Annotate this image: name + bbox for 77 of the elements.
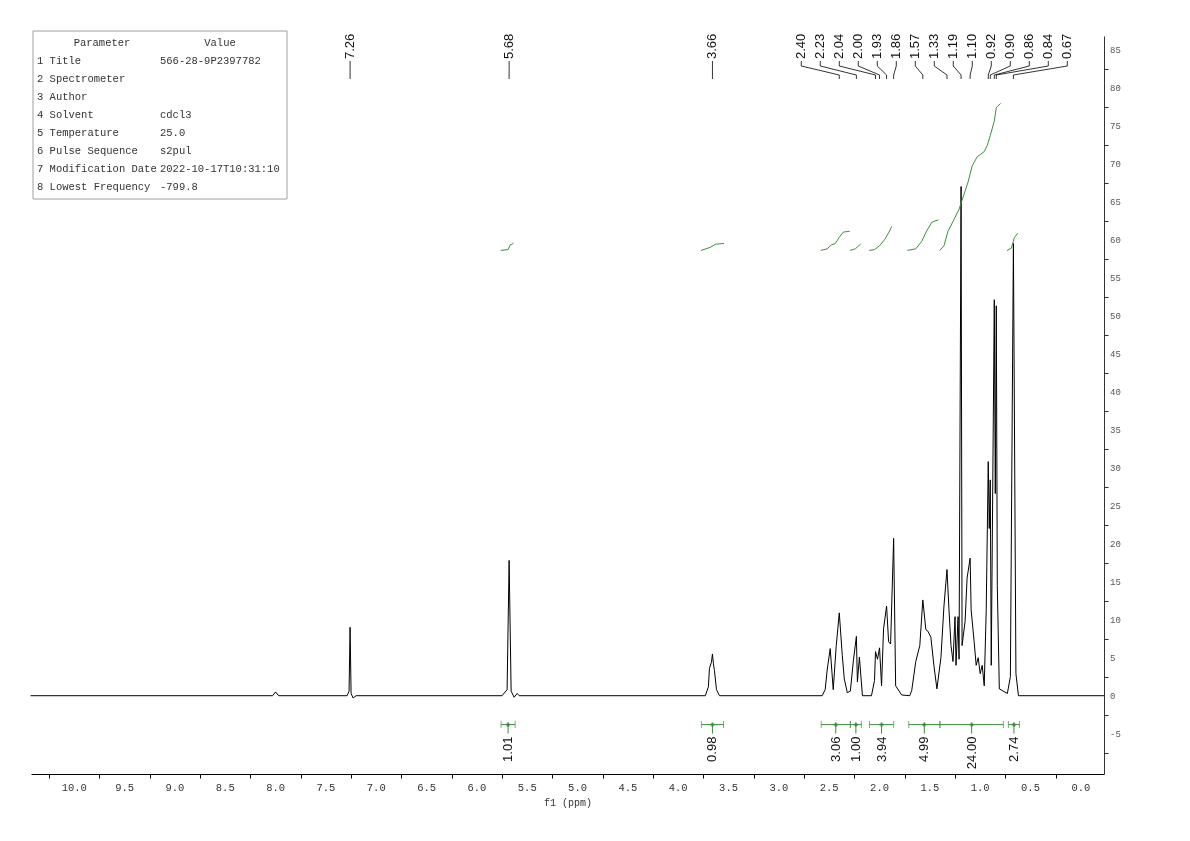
annotation: 1.33 bbox=[926, 33, 942, 59]
text: Parameter Value bbox=[73, 37, 236, 49]
y-tick-label: 60 bbox=[1110, 235, 1121, 246]
annotation: 4.99 bbox=[916, 736, 932, 762]
annotation: 3.66 bbox=[704, 33, 720, 59]
x-tick-label: 1.5 bbox=[920, 782, 940, 794]
x-tick-label: 6.0 bbox=[467, 782, 487, 794]
y-tick-label: 30 bbox=[1110, 463, 1121, 474]
annotation: 2.23 bbox=[812, 33, 828, 59]
x-tick-label: 4.0 bbox=[668, 782, 688, 794]
annotation: 2.74 bbox=[1005, 736, 1021, 762]
line-series bbox=[30, 185, 1105, 699]
x-tick-label: 1.0 bbox=[970, 782, 990, 794]
x-tick-label: 5.5 bbox=[517, 782, 537, 794]
y-tick-label: 25 bbox=[1110, 501, 1121, 512]
annotation: 1.10 bbox=[964, 33, 980, 59]
x-tick-label: 7.0 bbox=[366, 782, 386, 794]
annotation: 2 Spectrometer bbox=[37, 73, 126, 85]
annotation: 1.86 bbox=[888, 33, 904, 59]
text: 4 Solvent cdcl3 bbox=[37, 109, 192, 121]
x-tick-label: 10.0 bbox=[61, 782, 87, 794]
y-tick-label: 0 bbox=[1110, 691, 1116, 702]
annotation: 5.68 bbox=[501, 33, 517, 59]
y-tick-label: 80 bbox=[1110, 83, 1121, 94]
annotation: 3.94 bbox=[873, 736, 889, 762]
annotation: 0.90 bbox=[1002, 33, 1018, 59]
y-tick-label: 85 bbox=[1110, 45, 1121, 56]
annotation: 2.00 bbox=[850, 33, 866, 59]
annotation: 0.98 bbox=[704, 736, 720, 762]
annotation: 3.06 bbox=[827, 736, 843, 762]
x-tick-label: 0.0 bbox=[1071, 782, 1091, 794]
annotation: 0.86 bbox=[1021, 33, 1037, 59]
annotation: 1.19 bbox=[945, 33, 961, 59]
y-tick-label: 70 bbox=[1110, 159, 1121, 170]
y-tick-label: 50 bbox=[1110, 311, 1121, 322]
x-tick-label: 7.5 bbox=[316, 782, 336, 794]
x-tick-label: 5.0 bbox=[568, 782, 588, 794]
y-tick-label: 15 bbox=[1110, 577, 1121, 588]
annotation: 1.00 bbox=[847, 736, 863, 762]
annotation: 3 Author bbox=[37, 91, 88, 103]
y-tick-label: 75 bbox=[1110, 121, 1121, 132]
y-tick-label: 35 bbox=[1110, 425, 1121, 436]
annotation: 0.92 bbox=[983, 33, 999, 59]
annotation: 0.67 bbox=[1059, 33, 1075, 59]
annotation: 8 Lowest Frequency -799.8 bbox=[37, 181, 198, 193]
x-tick-label: 8.0 bbox=[266, 782, 286, 794]
x-tick-label: 4.5 bbox=[618, 782, 638, 794]
annotation: 24.00 bbox=[963, 736, 979, 770]
annotation: 7 Modification Date 2022-10-17T10:31:10 bbox=[37, 163, 280, 175]
annotation: 2.40 bbox=[793, 33, 809, 59]
x-axis-title: f1 (ppm) bbox=[543, 798, 593, 809]
text: 5 Temperature 25.0 bbox=[37, 127, 186, 139]
y-tick-label: 65 bbox=[1110, 197, 1121, 208]
annotation: 1.93 bbox=[869, 33, 885, 59]
x-tick-label: 6.5 bbox=[417, 782, 437, 794]
y-tick-label: 5 bbox=[1110, 653, 1116, 664]
y-tick-label: 40 bbox=[1110, 387, 1121, 398]
annotation: 1.57 bbox=[907, 33, 923, 59]
x-tick-label: 0.5 bbox=[1021, 782, 1040, 794]
annotation: 0.84 bbox=[1040, 33, 1056, 59]
y-tick-label: 55 bbox=[1110, 273, 1121, 284]
y-tick-label: 20 bbox=[1110, 539, 1121, 550]
annotation: 7.26 bbox=[342, 33, 358, 59]
x-tick-label: 8.5 bbox=[215, 782, 235, 794]
y-tick-label: 45 bbox=[1110, 349, 1121, 360]
annotation: 2.04 bbox=[831, 33, 847, 59]
text: 6 Pulse Sequence s2pul bbox=[37, 145, 192, 157]
annotation: 1.01 bbox=[500, 736, 516, 762]
y-tick-label: 10 bbox=[1110, 615, 1121, 626]
text: 1 Title 566-28-9P2397782 bbox=[37, 55, 261, 67]
x-tick-label: 3.5 bbox=[719, 782, 738, 794]
y-tick-label: -5 bbox=[1110, 729, 1121, 740]
x-tick-label: 2.0 bbox=[870, 782, 889, 794]
x-tick-label: 3.0 bbox=[769, 782, 789, 794]
x-tick-label: 9.5 bbox=[115, 782, 135, 794]
x-tick-label: 9.0 bbox=[165, 782, 185, 794]
x-tick-label: 2.5 bbox=[819, 782, 839, 794]
